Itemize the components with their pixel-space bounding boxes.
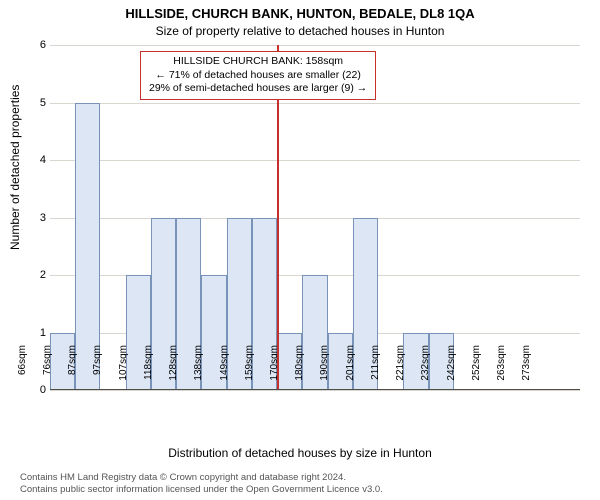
x-tick: 211sqm <box>370 345 381 395</box>
x-tick: 263sqm <box>496 345 507 395</box>
x-tick: 76sqm <box>42 345 53 395</box>
x-axis-label: Distribution of detached houses by size … <box>0 446 600 460</box>
x-tick: 138sqm <box>193 345 204 395</box>
x-tick: 190sqm <box>319 345 330 395</box>
x-axis-line <box>50 389 580 390</box>
y-tick: 3 <box>26 212 46 224</box>
y-tick: 5 <box>26 97 46 109</box>
footer-line-2: Contains public sector information licen… <box>20 484 383 496</box>
x-tick: 118sqm <box>143 345 154 395</box>
footer-attribution: Contains HM Land Registry data © Crown c… <box>20 472 383 496</box>
x-tick: 242sqm <box>446 345 457 395</box>
gridline <box>50 218 580 219</box>
info-box-line: 29% of semi-detached houses are larger (… <box>149 82 367 96</box>
x-tick: 252sqm <box>471 345 482 395</box>
gridline <box>50 103 580 104</box>
y-tick: 1 <box>26 327 46 339</box>
x-tick: 221sqm <box>395 345 406 395</box>
x-tick: 87sqm <box>67 345 78 395</box>
x-tick: 273sqm <box>521 345 532 395</box>
y-tick: 4 <box>26 154 46 166</box>
x-tick: 180sqm <box>294 345 305 395</box>
gridline <box>50 160 580 161</box>
x-tick: 159sqm <box>244 345 255 395</box>
x-tick: 128sqm <box>168 345 179 395</box>
chart-title: HILLSIDE, CHURCH BANK, HUNTON, BEDALE, D… <box>0 6 600 21</box>
x-tick: 107sqm <box>118 345 129 395</box>
x-tick: 201sqm <box>345 345 356 395</box>
gridline <box>50 45 580 46</box>
plot-area: 012345666sqm76sqm87sqm97sqm107sqm118sqm1… <box>50 45 580 390</box>
footer-line-1: Contains HM Land Registry data © Crown c… <box>20 472 383 484</box>
info-box: HILLSIDE CHURCH BANK: 158sqm← 71% of det… <box>140 51 376 100</box>
y-tick: 6 <box>26 39 46 51</box>
x-tick: 232sqm <box>420 345 431 395</box>
info-box-line: ← 71% of detached houses are smaller (22… <box>149 69 367 83</box>
info-box-line: HILLSIDE CHURCH BANK: 158sqm <box>149 55 367 69</box>
chart-container: HILLSIDE, CHURCH BANK, HUNTON, BEDALE, D… <box>0 0 600 500</box>
x-tick: 149sqm <box>219 345 230 395</box>
x-tick: 66sqm <box>17 345 28 395</box>
x-tick: 97sqm <box>92 345 103 395</box>
chart-subtitle: Size of property relative to detached ho… <box>0 24 600 38</box>
y-axis-label: Number of detached properties <box>8 85 22 250</box>
y-tick: 2 <box>26 269 46 281</box>
